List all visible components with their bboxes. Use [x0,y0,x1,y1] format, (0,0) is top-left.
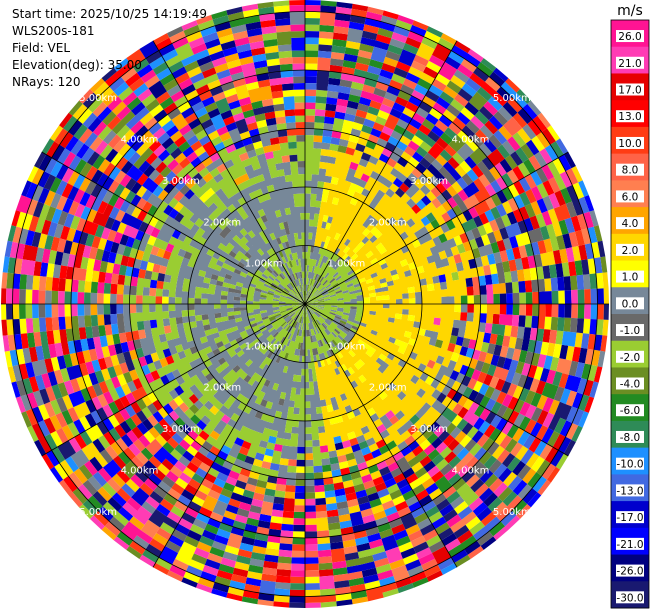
ring-label: 3.00km [410,424,448,435]
ring-label: 3.00km [162,176,200,187]
colorbar-label-bg [616,136,644,149]
colorbar-label-bg [616,30,644,43]
colorbar-tick-label: -4.0 [620,379,641,391]
ring-label: 5.00km [79,93,117,104]
colorbar-tick-label: 26.0 [618,31,641,43]
azimuth-line [304,303,458,568]
sector-group-0 [12,11,606,590]
colorbar-label-bg [616,217,644,230]
colorbar-tick-label: 6.0 [622,191,639,203]
colorbar-label-bg [616,190,644,203]
ring-label: 2.00km [203,217,241,228]
colorbar-label-bg [616,163,644,176]
azimuth-line [304,40,458,305]
colorbar-tick-label: 2.0 [622,245,639,257]
colorbar-tick-label: 1.0 [622,272,639,284]
colorbar-tick-label: -1.0 [620,325,641,337]
colorbar-tick-label: 13.0 [618,111,641,123]
colorbar-tick-label: -26.0 [616,566,643,578]
colorbar-tick-label: 0.0 [622,298,639,310]
colorbar-label-bg [616,377,644,390]
colorbar-label-bg [616,83,644,96]
ring-label: 5.00km [493,93,531,104]
colorbar-tick-label: -2.0 [620,352,641,364]
azimuth-line [304,151,569,305]
colorbar-tick-label: 8.0 [622,165,639,177]
scan-info: Start time: 2025/10/25 14:19:49 WLS200s-… [12,6,207,91]
colorbar-tick-label: 17.0 [618,85,641,97]
ring-label: 1.00km [327,341,365,352]
sector-group-10 [6,1,608,587]
azimuth-line [152,303,306,568]
ring-label: 3.00km [410,176,448,187]
colorbar-label-bg [616,297,644,310]
azimuth-line [41,303,306,457]
ring-label: 4.00km [121,465,159,476]
ring-label: 4.00km [452,465,490,476]
ring-label: 2.00km [369,383,407,394]
colorbar-tick-label: -17.0 [616,512,643,524]
colorbar-tick-label: 10.0 [618,138,641,150]
colorbar-tick-label: -10.0 [616,459,643,471]
colorbar-tick-label: -6.0 [620,405,641,417]
ring-label: 1.00km [245,341,283,352]
colorbar-tick-label: -30.0 [616,592,643,604]
colorbar-tick-label: -21.0 [616,539,643,551]
colorbar-label-bg [616,537,644,550]
ring-label: 1.00km [327,259,365,270]
colorbar-label-bg [616,110,644,123]
sector-group-5 [31,27,601,605]
colorbar-unit: m/s [617,3,643,19]
colorbar-label-bg [616,511,644,524]
azimuth-line [41,151,306,305]
colorbar-label-bg [616,324,644,337]
ring-label: 2.00km [203,383,241,394]
ring-label: 4.00km [452,135,490,146]
colorbar-label-bg [616,564,644,577]
colorbar-tick-label: 21.0 [618,58,641,70]
start-time: Start time: 2025/10/25 14:19:49 [12,7,207,21]
colorbar-label-bg [616,484,644,497]
ring-label: 2.00km [369,217,407,228]
azimuth-line [304,303,569,457]
colorbar-label-bg [616,270,644,283]
instrument-name: WLS200s-181 [12,24,95,38]
ring-label: 3.00km [162,424,200,435]
colorbar-tick-label: -8.0 [620,432,641,444]
azimuth-line [152,40,306,305]
nrays: NRays: 120 [12,75,81,89]
colorbar: 26.0 21.0 17.0 13.0 10.0 8.0 6.0 4.0 2.0 1.0 0.0 -1… [610,3,650,609]
ring-label: 4.00km [121,135,159,146]
colorbar-frame [610,19,650,609]
colorbar-tick-label: 4.0 [622,218,639,230]
colorbar-label-bg [616,350,644,363]
range-grid [1,0,609,608]
field-name: Field: VEL [12,41,71,55]
ring-label: 5.00km [493,507,531,518]
colorbar-label-bg [616,56,644,69]
ring-label: 1.00km [245,259,283,270]
colorbar-label-bg [616,591,644,604]
colorbar-label-bg [616,404,644,417]
colorbar-label-bg [616,430,644,443]
velocity-sectors [1,0,609,609]
colorbar-label-bg [616,457,644,470]
colorbar-tick-label: -13.0 [616,485,643,497]
range-ring-labels: 1.00km 1.00km 1.00km 1.00km 2.00km 2.00km 2.00… [79,93,530,518]
elevation: Elevation(deg): 35.00 [12,58,142,72]
colorbar-label-bg [616,243,644,256]
ring-label: 5.00km [79,507,117,518]
